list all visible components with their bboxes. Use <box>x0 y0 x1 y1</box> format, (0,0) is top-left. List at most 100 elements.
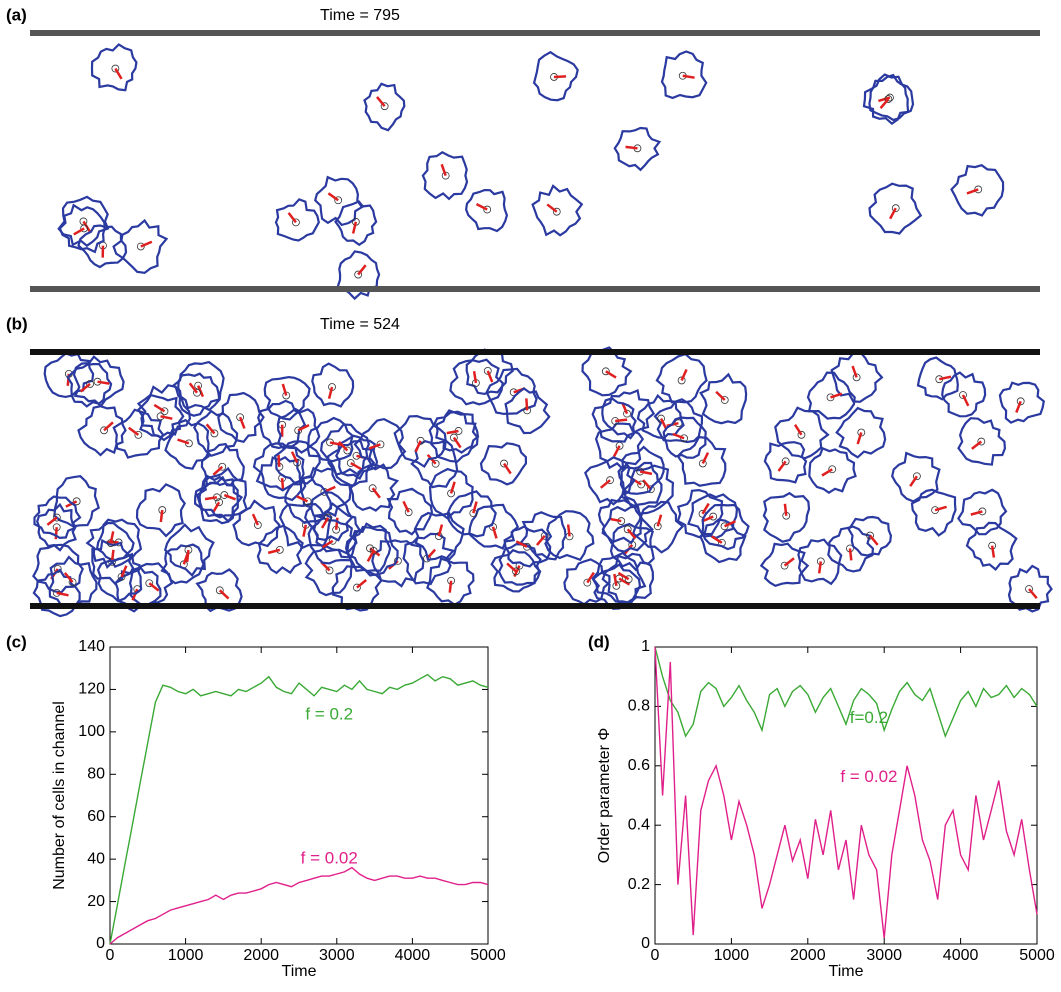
polarity <box>939 377 951 379</box>
cell <box>114 221 167 273</box>
panel-label: (d) <box>588 632 610 651</box>
polarity <box>626 147 638 148</box>
x-axis-label: Time <box>829 963 864 980</box>
y-tick-label: 20 <box>87 893 105 910</box>
polarity <box>547 204 557 211</box>
polarity <box>703 453 708 464</box>
plot-frame <box>655 647 1037 944</box>
polarity <box>615 420 627 421</box>
y-axis-label: Number of cells in channel <box>51 701 68 890</box>
x-tick-label: 5000 <box>470 947 506 964</box>
cell <box>481 443 526 484</box>
series-label: f = 0.02 <box>301 849 358 868</box>
x-tick-label: 0 <box>651 947 660 964</box>
series-line <box>110 675 488 944</box>
polarity <box>205 497 217 499</box>
cell <box>265 377 310 419</box>
y-tick-label: 140 <box>78 638 105 655</box>
panel-label: (a) <box>6 5 27 24</box>
y-tick-label: 0.2 <box>628 876 650 893</box>
polarity <box>785 558 794 565</box>
y-tick-label: 0 <box>641 935 650 952</box>
polarity <box>972 442 981 449</box>
polarity <box>161 416 173 418</box>
x-tick-label: 3000 <box>866 947 902 964</box>
polarity <box>253 514 258 525</box>
polarity <box>198 386 203 397</box>
polarity <box>377 97 385 106</box>
polarity <box>187 550 188 562</box>
channel-wall <box>30 603 1040 609</box>
channel-wall <box>30 286 1040 292</box>
channel-wall <box>30 349 1040 355</box>
y-tick-label: 0.6 <box>628 757 650 774</box>
cells <box>33 348 1051 617</box>
polarity <box>224 495 235 499</box>
cell <box>415 513 464 560</box>
polarity <box>614 574 616 586</box>
cell <box>365 84 405 130</box>
polarity <box>450 581 451 593</box>
cell <box>959 418 1005 464</box>
polarity <box>98 382 110 384</box>
cell <box>178 374 219 416</box>
polarity <box>353 222 356 234</box>
x-tick-label: 0 <box>106 947 115 964</box>
series-line <box>110 868 488 944</box>
panel-label: (c) <box>6 632 27 651</box>
polarity <box>683 76 695 78</box>
y-tick-label: 60 <box>87 808 105 825</box>
polarity <box>303 525 305 537</box>
polarity <box>785 504 786 516</box>
series-label: f = 0.2 <box>305 704 353 723</box>
polarity <box>1029 589 1037 598</box>
cell <box>1000 383 1044 423</box>
x-tick-label: 2000 <box>790 947 826 964</box>
polarity <box>474 371 476 383</box>
polarity <box>57 593 69 595</box>
polarity <box>220 590 229 598</box>
cell <box>258 526 303 573</box>
polarity <box>673 434 684 438</box>
x-axis-label: Time <box>282 963 317 980</box>
cell <box>764 493 809 542</box>
polarity <box>289 213 296 223</box>
cell <box>638 396 684 439</box>
y-tick-label: 80 <box>87 766 105 783</box>
polarity <box>81 384 90 392</box>
polarity <box>357 580 366 588</box>
cell <box>521 512 566 559</box>
polarity <box>104 422 113 430</box>
polarity <box>161 510 162 522</box>
panel-title: Time = 795 <box>320 7 400 24</box>
panel-label: (b) <box>6 314 28 333</box>
cell <box>92 45 136 91</box>
x-tick-label: 4000 <box>395 947 431 964</box>
cell <box>137 484 185 536</box>
y-tick-label: 0.4 <box>628 816 650 833</box>
polarity <box>609 519 621 521</box>
y-tick-label: 1 <box>641 638 650 655</box>
polarity <box>268 550 280 553</box>
polarity <box>819 561 821 573</box>
polarity <box>850 548 851 560</box>
cell <box>372 540 423 586</box>
cell <box>662 52 706 98</box>
cell <box>276 199 319 240</box>
polarity <box>282 478 283 490</box>
x-tick-label: 5000 <box>1019 947 1055 964</box>
plot-frame <box>110 647 488 944</box>
polarity <box>240 417 244 428</box>
series-label: f=0.2 <box>850 708 888 727</box>
polarity <box>601 480 610 488</box>
polarity <box>568 524 569 536</box>
y-tick-label: 120 <box>78 681 105 698</box>
cell <box>79 406 126 455</box>
polarity <box>507 563 516 571</box>
panel-title: Time = 524 <box>320 316 400 333</box>
y-axis-label: Order parameter Φ <box>596 728 613 863</box>
polarity <box>336 518 337 530</box>
polarity <box>373 488 380 498</box>
figure: (a)Time = 795(b)Time = 524(c)01000200030… <box>0 0 1061 987</box>
polarity <box>870 536 878 545</box>
